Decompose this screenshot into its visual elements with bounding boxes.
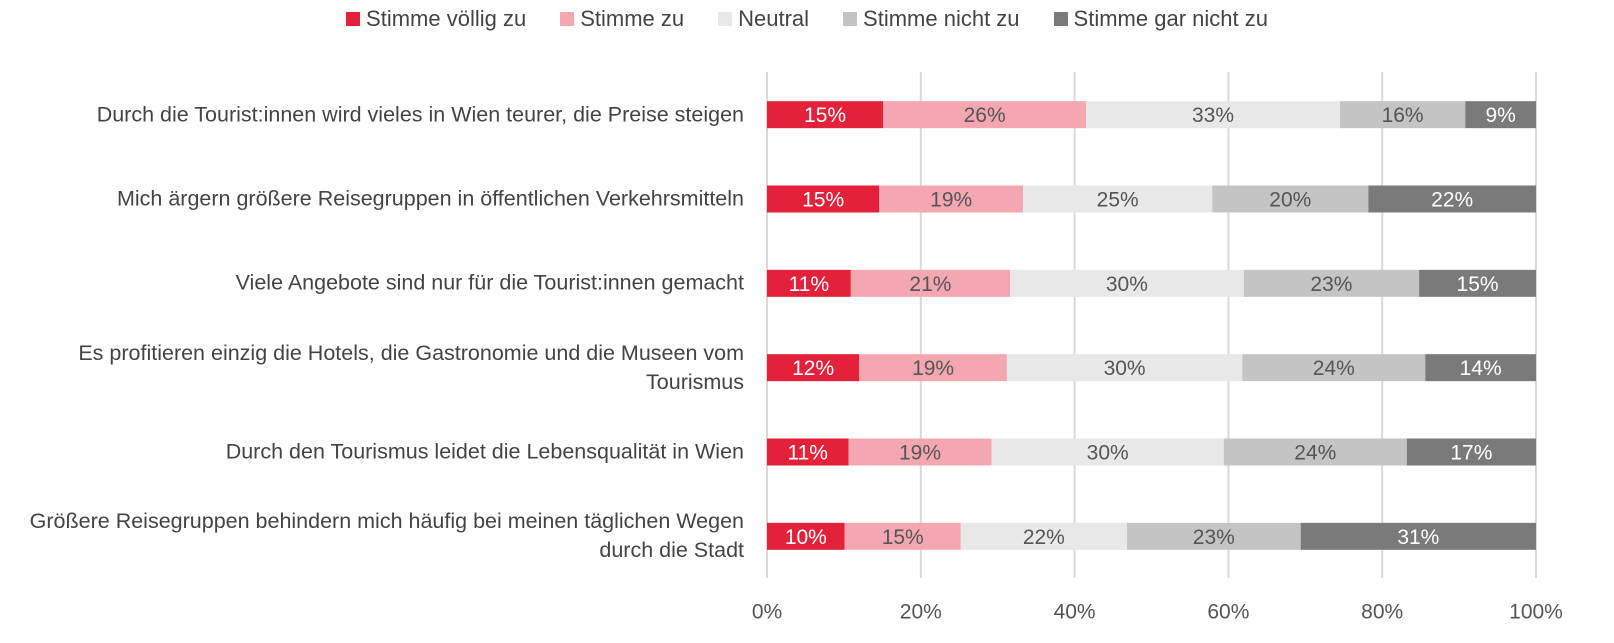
data-label: 30% (1104, 357, 1146, 380)
bar-segment (767, 185, 880, 213)
bar-segment (991, 438, 1224, 466)
data-label: 11% (788, 442, 828, 465)
data-label: 14% (1460, 357, 1502, 380)
bar-segment (1465, 101, 1536, 129)
y-tick-label: Viele Angebote sind nur für die Tourist:… (235, 270, 744, 295)
data-label: 15% (804, 104, 846, 127)
legend-label: Stimme völlig zu (366, 6, 527, 31)
x-tick-label: 20% (900, 601, 942, 624)
bar-segment (1086, 101, 1340, 129)
bar-segment (879, 185, 1024, 213)
data-label: 33% (1192, 104, 1234, 127)
x-tick-label: 0% (752, 601, 782, 624)
x-tick-label: 40% (1054, 601, 1096, 624)
data-label: 10% (785, 526, 827, 549)
y-tick-label: Größere Reisegruppen behindern mich häuf… (29, 509, 744, 563)
data-label: 23% (1310, 273, 1352, 296)
bar-segment (767, 438, 849, 466)
data-label: 22% (1431, 189, 1473, 212)
bar-segment (1368, 185, 1536, 213)
y-tick-label: Mich ärgern größere Reisegruppen in öffe… (116, 186, 744, 211)
legend: Stimme völlig zu Stimme zu Neutral Stimme n… (0, 6, 1614, 32)
bar-segment (1023, 185, 1213, 213)
bar-segment (1212, 185, 1369, 213)
bar-segment (1339, 101, 1466, 129)
x-tick-label: 100% (1509, 601, 1563, 624)
legend-label: Stimme gar nicht zu (1073, 6, 1268, 31)
legend-item: Stimme gar nicht zu (1053, 6, 1268, 32)
y-tick-label: Durch die Tourist:innen wird vieles in W… (96, 102, 744, 127)
bar-segment (1425, 354, 1536, 382)
bar-segment (1006, 354, 1243, 382)
x-tick-label: 80% (1361, 601, 1403, 624)
bar-segment (1010, 269, 1244, 297)
data-label: 30% (1087, 442, 1129, 465)
data-label: 31% (1397, 526, 1439, 549)
data-label: 20% (1269, 189, 1311, 212)
bar-segment (848, 438, 992, 466)
data-label: 24% (1313, 357, 1355, 380)
bar-segment (767, 522, 845, 550)
bar-segment (767, 354, 860, 382)
legend-item: Stimme völlig zu (346, 6, 526, 32)
data-label: 19% (912, 357, 954, 380)
bar-segment (1126, 522, 1301, 550)
bar-segment (1223, 438, 1407, 466)
data-label: 26% (964, 104, 1006, 127)
data-label: 9% (1485, 104, 1515, 127)
data-label: 15% (1457, 273, 1499, 296)
bar-segment (767, 269, 851, 297)
y-tick-label: Durch den Tourismus leidet die Lebensqua… (225, 439, 744, 464)
data-label: 30% (1106, 273, 1148, 296)
data-label: 24% (1294, 442, 1336, 465)
data-label: 19% (899, 442, 941, 465)
legend-label: Stimme nicht zu (863, 6, 1020, 31)
bar-segment (1243, 269, 1420, 297)
bar-segment (1242, 354, 1426, 382)
data-label: 16% (1382, 104, 1424, 127)
data-label: 21% (909, 273, 951, 296)
bar-segment (960, 522, 1127, 550)
data-label: 23% (1193, 526, 1235, 549)
legend-swatch (718, 12, 733, 26)
x-tick-label: 60% (1207, 601, 1249, 624)
bar-segment (1406, 438, 1536, 466)
data-label: 11% (789, 273, 829, 296)
data-label: 19% (930, 189, 972, 212)
legend-label: Neutral (738, 6, 810, 31)
legend-item: Neutral (718, 6, 809, 32)
data-label: 22% (1023, 526, 1065, 549)
data-label: 17% (1450, 442, 1492, 465)
legend-swatch (1053, 12, 1068, 26)
legend-swatch (346, 12, 361, 26)
bar-segment (850, 269, 1011, 297)
bar-segment (844, 522, 961, 550)
legend-swatch (843, 12, 858, 26)
y-tick-label: Es profitieren einzig die Hotels, die Ga… (78, 340, 744, 394)
legend-item: Stimme zu (560, 6, 684, 32)
legend-label: Stimme zu (580, 6, 685, 31)
data-label: 15% (802, 189, 844, 212)
bar-segment (859, 354, 1007, 382)
legend-item: Stimme nicht zu (843, 6, 1020, 32)
data-label: 12% (792, 357, 834, 380)
bar-segment (1300, 522, 1536, 550)
bar-segment (883, 101, 1087, 129)
legend-swatch (560, 12, 575, 26)
data-label: 15% (882, 526, 924, 549)
bar-segment (767, 101, 884, 129)
bar-segment (1419, 269, 1536, 297)
data-label: 25% (1097, 189, 1139, 212)
